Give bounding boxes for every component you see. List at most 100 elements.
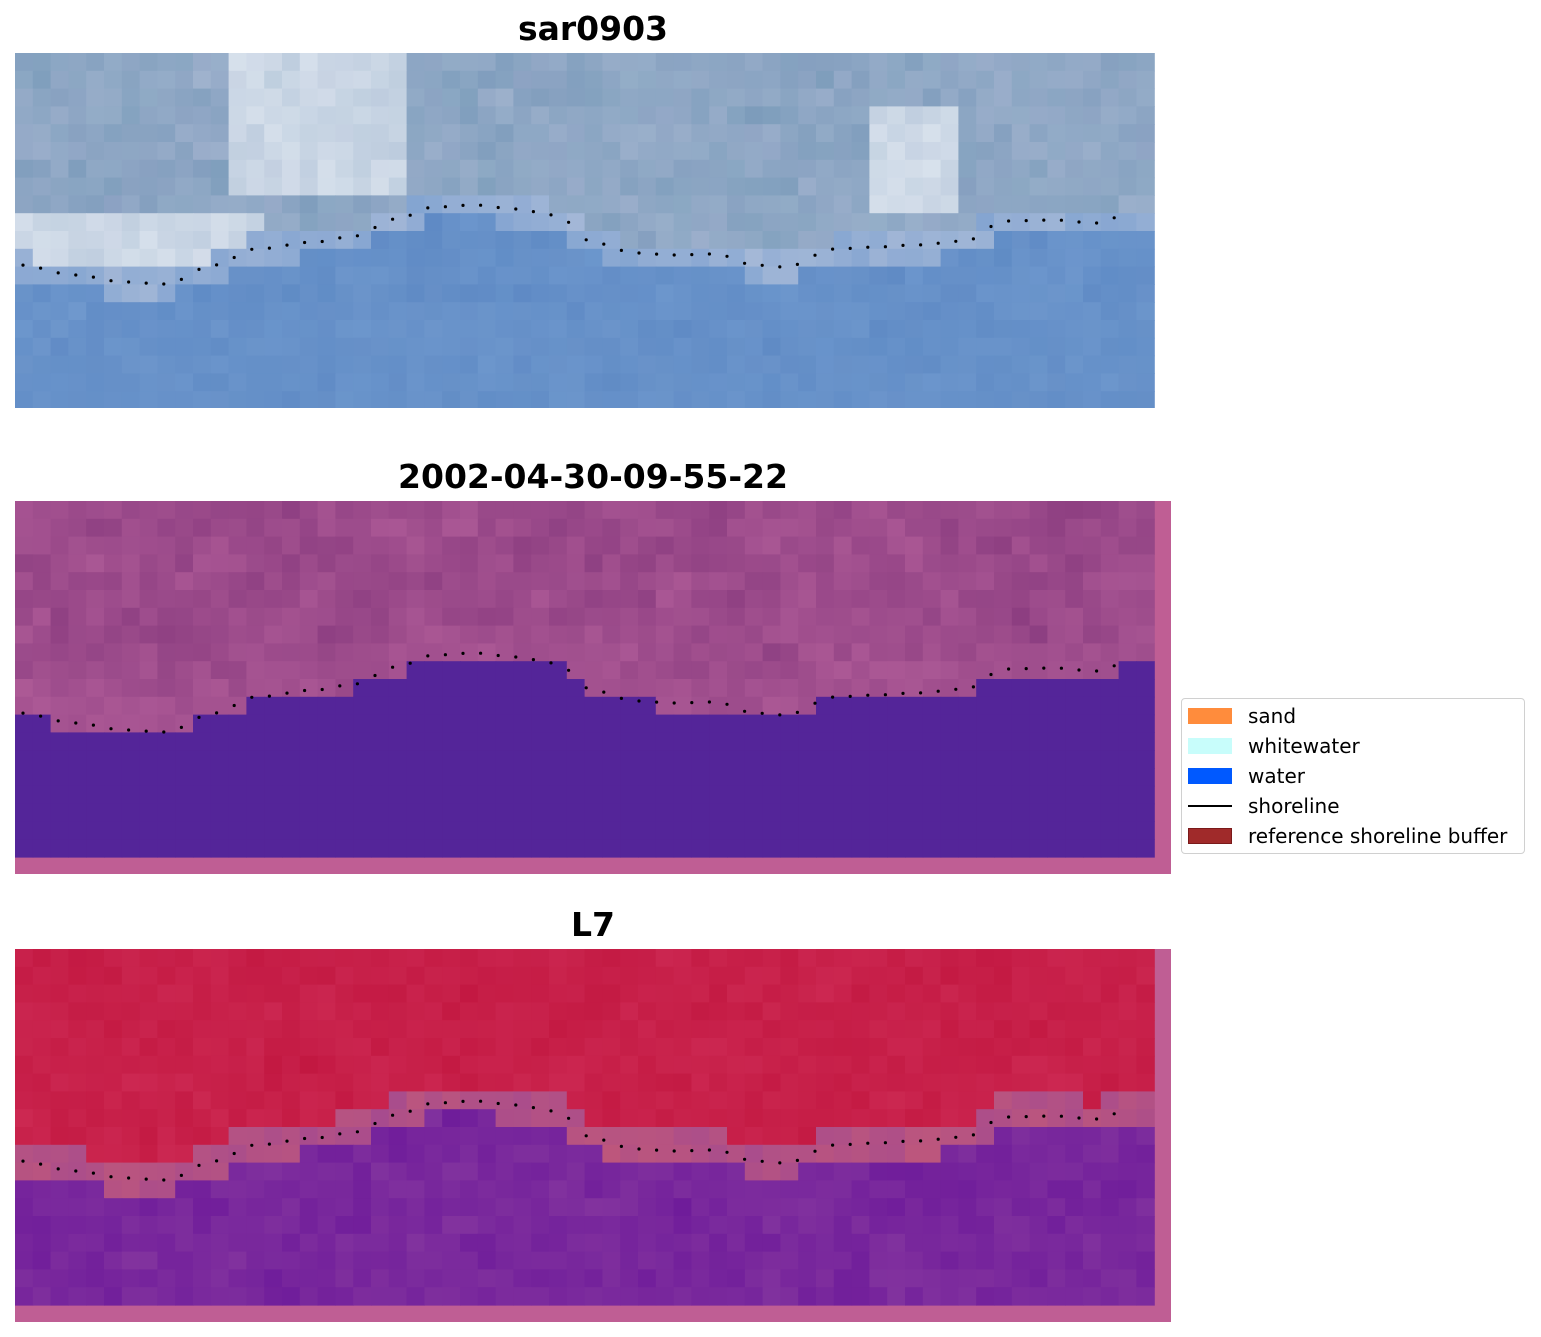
pixel [744, 159, 764, 179]
pixel [1083, 661, 1102, 680]
pixel [673, 1144, 692, 1164]
pixel [887, 1127, 906, 1146]
pixel [406, 195, 425, 214]
pixel [477, 1091, 497, 1110]
pixel [1100, 1162, 1120, 1181]
pixel [833, 750, 853, 769]
pixel [673, 501, 692, 520]
pixel [816, 1233, 835, 1253]
pixel [940, 231, 959, 250]
pixel [228, 320, 247, 339]
pixel [228, 768, 247, 787]
pixel [602, 625, 621, 644]
pixel [1047, 177, 1066, 196]
pixel [175, 1091, 194, 1110]
pixel [406, 1020, 425, 1039]
pixel [299, 373, 319, 392]
pixel [193, 554, 212, 573]
pixel [922, 821, 942, 840]
pixel [638, 1091, 657, 1110]
pixel [424, 1269, 443, 1288]
pixel [495, 949, 514, 968]
pixel [531, 661, 550, 680]
pixel [1011, 696, 1031, 716]
pixel [673, 195, 692, 214]
pixel [727, 142, 746, 161]
pixel [15, 391, 34, 408]
pixel [104, 643, 123, 662]
pixel [282, 625, 301, 644]
pixel [495, 337, 514, 357]
pixel [1029, 572, 1048, 591]
shoreline-point [408, 213, 412, 217]
pixel [50, 984, 69, 1003]
pixel [584, 337, 603, 357]
pixel [513, 1020, 532, 1039]
pixel [1100, 106, 1120, 125]
pixel [246, 1287, 265, 1306]
pixel [139, 785, 158, 805]
pixel [994, 839, 1013, 858]
pixel [460, 625, 479, 644]
pixel [371, 768, 390, 787]
pixel [762, 590, 781, 609]
pixel [104, 266, 123, 285]
pixel [460, 1251, 479, 1270]
pixel [566, 839, 586, 858]
pixel [1011, 53, 1031, 72]
pixel [922, 949, 942, 968]
pixel [887, 355, 906, 374]
pixel [602, 373, 621, 392]
pixel [15, 696, 34, 716]
pixel [335, 643, 354, 662]
pixel [15, 70, 34, 90]
pixel [1118, 231, 1137, 250]
pixel [264, 1233, 283, 1253]
pixel [495, 1287, 514, 1306]
pixel [335, 501, 354, 520]
pixel [317, 1127, 336, 1146]
pixel [1065, 643, 1084, 662]
pixel [299, 142, 319, 161]
pixel [655, 1020, 675, 1039]
pixel [495, 248, 514, 268]
pixel [317, 88, 336, 107]
pixel [15, 1109, 34, 1128]
pixel [406, 839, 425, 858]
pixel [727, 70, 746, 90]
pixel [727, 643, 746, 662]
pixel [673, 1269, 692, 1288]
pixel [68, 391, 87, 408]
pixel [691, 1233, 710, 1253]
pixel [121, 159, 141, 179]
pixel [353, 284, 372, 303]
pixel [442, 803, 461, 822]
pixel [86, 1055, 105, 1075]
pixel [353, 1038, 372, 1057]
pixel [335, 1233, 354, 1253]
pixel [406, 803, 425, 822]
pixel [869, 355, 888, 374]
pixel [976, 159, 995, 179]
pixel [139, 1144, 158, 1164]
pixel [549, 106, 568, 125]
pixel [940, 966, 959, 986]
pixel [1118, 1233, 1137, 1253]
pixel [691, 248, 710, 268]
shoreline-point [1112, 1112, 1116, 1116]
pixel [531, 53, 550, 72]
pixel [460, 501, 479, 520]
pixel [104, 1251, 123, 1270]
pixel [851, 213, 870, 232]
pixel [388, 177, 408, 196]
shoreline-point [989, 224, 993, 229]
pixel [638, 607, 657, 627]
pixel [299, 355, 319, 374]
pixel [193, 1233, 212, 1253]
pixel [549, 1269, 568, 1288]
pixel [994, 142, 1013, 161]
pixel [816, 536, 835, 555]
pixel [673, 106, 692, 125]
pixel [477, 213, 497, 232]
pixel [460, 696, 479, 716]
